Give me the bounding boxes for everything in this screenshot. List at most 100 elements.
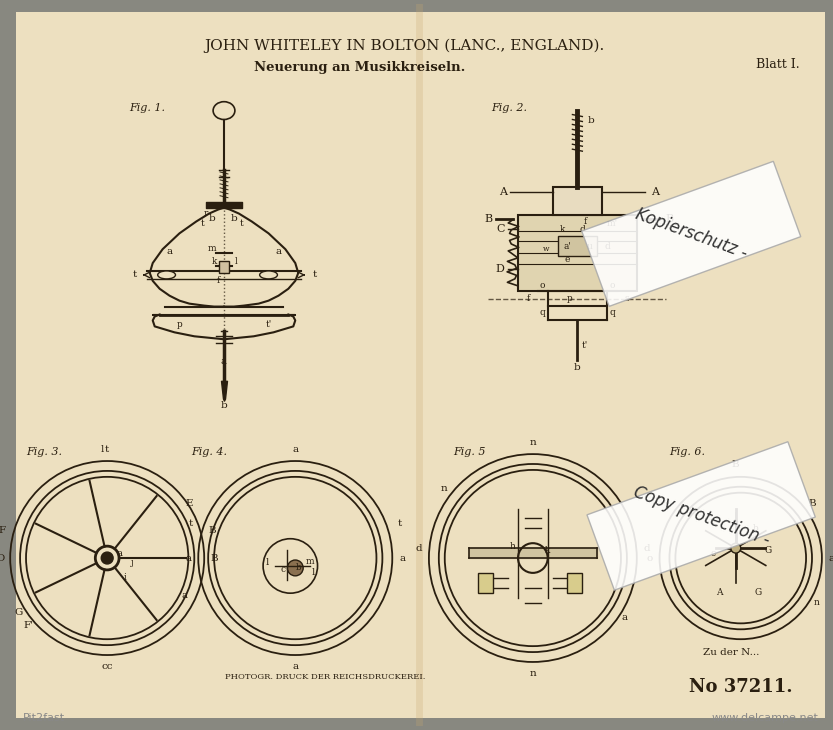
Text: Fig. 6.: Fig. 6.: [670, 447, 706, 457]
Text: Zu der N...: Zu der N...: [703, 648, 759, 656]
Text: f: f: [217, 277, 220, 285]
Text: a: a: [276, 247, 282, 255]
Text: C: C: [496, 224, 505, 234]
Text: t': t': [582, 341, 588, 350]
Text: Blatt I.: Blatt I.: [756, 58, 801, 71]
Text: u: u: [586, 242, 592, 250]
Text: B: B: [208, 526, 216, 535]
Text: l: l: [312, 569, 315, 577]
Text: k: k: [545, 545, 551, 555]
Text: e: e: [565, 255, 570, 264]
Text: q: q: [609, 308, 615, 317]
Text: t: t: [240, 219, 244, 228]
Text: b: b: [231, 214, 237, 223]
Text: o: o: [540, 281, 546, 291]
Text: b: b: [296, 564, 301, 572]
Bar: [478, 573, 493, 593]
Text: Fig. 4.: Fig. 4.: [192, 447, 227, 457]
Text: a: a: [292, 662, 298, 672]
Text: a: a: [185, 553, 192, 563]
Bar: [219, 261, 229, 273]
Text: d: d: [580, 225, 586, 234]
Text: t: t: [188, 519, 192, 528]
Text: F': F': [23, 620, 33, 630]
Text: b: b: [587, 116, 594, 125]
Text: Neuerung an Musikkreiseln.: Neuerung an Musikkreiseln.: [254, 61, 466, 74]
Text: s: s: [625, 294, 629, 303]
Text: G: G: [14, 608, 22, 617]
Text: l: l: [235, 256, 237, 266]
Text: b: b: [574, 364, 581, 372]
Text: d: d: [416, 544, 422, 553]
Text: f: f: [584, 217, 587, 226]
Text: PHOTOGR. DRUCK DER REICHSDRUCKEREI.: PHOTOGR. DRUCK DER REICHSDRUCKEREI.: [225, 673, 425, 681]
Circle shape: [102, 552, 113, 564]
Text: D: D: [496, 264, 505, 274]
Text: f: f: [526, 294, 530, 303]
Text: b: b: [209, 214, 216, 223]
Text: b: b: [221, 401, 227, 410]
Text: m: m: [306, 556, 314, 566]
Text: a: a: [399, 553, 405, 563]
Text: B: B: [210, 553, 218, 563]
Text: k: k: [212, 256, 217, 266]
Text: a: a: [182, 591, 187, 600]
Text: p: p: [177, 320, 182, 329]
Ellipse shape: [213, 101, 235, 120]
Bar: [567, 573, 582, 593]
Text: t: t: [398, 519, 402, 528]
Text: n: n: [530, 669, 536, 678]
Text: B: B: [666, 215, 674, 225]
Bar: [557, 237, 597, 256]
Text: m': m': [606, 219, 617, 228]
Text: JOHN WHITELEY IN BOLTON (LANC., ENGLAND).: JOHN WHITELEY IN BOLTON (LANC., ENGLAND)…: [204, 39, 604, 53]
Text: Fig. 5: Fig. 5: [454, 447, 486, 457]
Circle shape: [731, 543, 741, 553]
Text: Kopierschutz -: Kopierschutz -: [633, 205, 750, 263]
Text: F: F: [0, 526, 6, 535]
Text: k: k: [560, 225, 566, 234]
Text: q: q: [540, 308, 546, 317]
Text: t': t': [266, 320, 272, 329]
Text: Fig. 2.: Fig. 2.: [491, 103, 527, 112]
Polygon shape: [150, 207, 298, 307]
Text: c: c: [711, 548, 716, 558]
Text: n: n: [530, 438, 536, 447]
Text: a: a: [221, 356, 227, 366]
Text: c: c: [281, 566, 286, 575]
Text: d: d: [604, 242, 610, 250]
Text: A: A: [716, 588, 722, 597]
Text: a: a: [292, 445, 298, 453]
Text: Fig. 1.: Fig. 1.: [129, 103, 165, 112]
Text: a': a': [564, 242, 571, 250]
FancyBboxPatch shape: [587, 442, 816, 590]
Text: Fig. 3.: Fig. 3.: [26, 447, 62, 457]
Text: n: n: [441, 484, 447, 493]
Text: l: l: [266, 558, 269, 567]
Text: i: i: [123, 573, 127, 583]
Text: a: a: [622, 613, 628, 622]
Text: o: o: [609, 281, 615, 291]
Text: Copy protection -: Copy protection -: [631, 483, 771, 549]
Text: G: G: [755, 588, 762, 597]
Text: a: a: [829, 553, 833, 563]
Text: p: p: [566, 294, 572, 303]
Text: r: r: [204, 209, 208, 218]
Text: n: n: [814, 598, 820, 607]
Text: Pit2fast: Pit2fast: [23, 713, 65, 723]
Ellipse shape: [157, 271, 176, 279]
Text: t: t: [105, 445, 109, 453]
Text: No 37211.: No 37211.: [689, 677, 792, 696]
Text: A: A: [651, 187, 659, 197]
Text: l: l: [101, 445, 104, 453]
Text: B: B: [732, 461, 740, 469]
Text: B: B: [808, 499, 816, 508]
Text: www.delcampe.net: www.delcampe.net: [711, 713, 818, 723]
Text: b: b: [753, 524, 759, 533]
FancyBboxPatch shape: [581, 161, 801, 307]
Text: j: j: [131, 558, 133, 567]
Circle shape: [287, 560, 303, 576]
Bar: [518, 215, 636, 291]
Bar: [552, 187, 602, 215]
Text: h: h: [510, 542, 516, 550]
